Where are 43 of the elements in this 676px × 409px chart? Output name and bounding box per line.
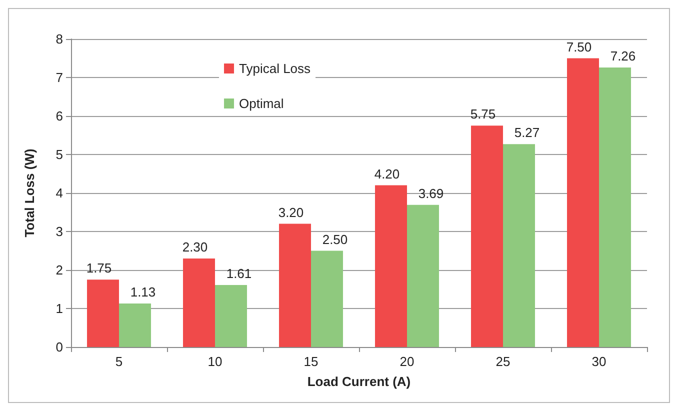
bar xyxy=(183,258,215,347)
bar xyxy=(311,250,343,347)
data-label: 3.20 xyxy=(278,204,304,220)
data-label: 7.50 xyxy=(566,39,592,54)
y-tick-label: 6 xyxy=(56,108,63,124)
y-tick-label: 3 xyxy=(56,224,63,239)
y-tick-label: 1 xyxy=(56,301,63,316)
data-label: 5.75 xyxy=(470,106,496,122)
x-tick-label: 25 xyxy=(496,354,510,369)
data-label: 3.69 xyxy=(418,186,444,201)
bar xyxy=(407,204,439,347)
y-tick-label: 2 xyxy=(56,262,63,278)
data-label: 1.13 xyxy=(130,284,156,300)
y-tick-label: 5 xyxy=(56,147,63,162)
data-label: 2.50 xyxy=(322,232,348,247)
x-tick-label: 15 xyxy=(304,354,318,369)
data-label: 1.75 xyxy=(86,260,112,276)
x-tick-label: 10 xyxy=(208,354,222,369)
x-tick-label: 5 xyxy=(115,354,123,369)
bar xyxy=(87,280,119,347)
legend-label: Optimal xyxy=(239,96,284,111)
bar xyxy=(119,303,151,347)
y-tick-label: 0 xyxy=(56,340,63,354)
data-label: 5.27 xyxy=(514,125,540,140)
x-axis-title: Load Current (A) xyxy=(307,374,411,389)
bar xyxy=(567,58,599,347)
legend-label: Typical Loss xyxy=(239,61,312,76)
bar xyxy=(503,144,535,347)
data-label: 1.61 xyxy=(226,266,252,282)
y-axis-title: Total Loss (W) xyxy=(22,148,37,238)
data-label: 2.30 xyxy=(182,239,208,254)
bar xyxy=(471,126,503,347)
y-tick-label: 7 xyxy=(56,70,63,85)
bar xyxy=(599,67,631,347)
bar xyxy=(375,185,407,347)
x-tick-label: 30 xyxy=(592,354,606,369)
y-tick-label: 8 xyxy=(56,32,63,46)
y-tick-label: 4 xyxy=(56,186,63,200)
x-tick-label: 20 xyxy=(400,354,414,369)
data-label: 4.20 xyxy=(374,166,400,182)
data-label: 7.26 xyxy=(610,48,636,64)
bar xyxy=(215,285,247,347)
bar xyxy=(279,224,311,347)
